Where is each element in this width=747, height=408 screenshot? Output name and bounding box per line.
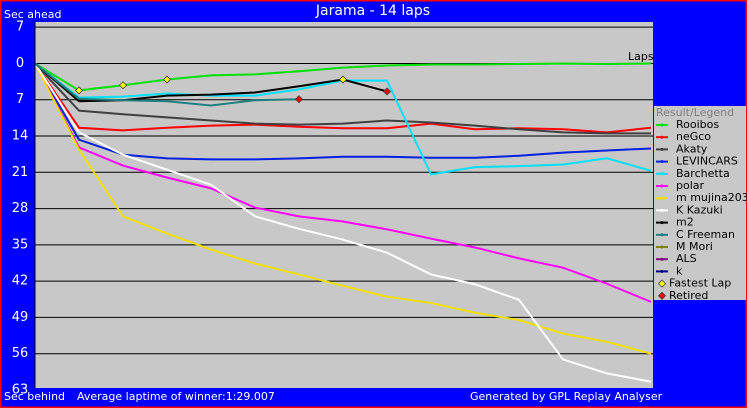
plot	[35, 26, 653, 383]
legend-label: Akaty	[676, 142, 708, 155]
legend-dot	[660, 196, 664, 200]
legend-label: ALS	[676, 252, 697, 265]
y-tick-label: 63	[12, 383, 29, 398]
legend-marker	[657, 279, 667, 288]
legend-label: Barchetta	[676, 167, 730, 180]
y-bottom-label: Sec behind	[4, 390, 65, 403]
series-line	[35, 62, 652, 161]
legend-title: Result/Legend	[656, 106, 734, 119]
legend-dot	[660, 184, 664, 188]
series-line	[35, 62, 652, 92]
legend-label: Retired	[669, 289, 708, 302]
legend-dot	[660, 269, 664, 273]
series-line	[35, 62, 652, 134]
series-line	[35, 62, 388, 103]
legend-dot	[660, 172, 664, 176]
legend-label: C Freeman	[676, 228, 735, 241]
y-tick-label: 21	[12, 165, 29, 180]
legend-label: M Mori	[676, 240, 713, 253]
legend-marker	[657, 291, 667, 300]
retired-marker	[294, 95, 304, 104]
legend-label: polar	[676, 179, 705, 192]
legend-label: K Kazuki	[676, 203, 723, 216]
fastest_lap-marker	[74, 86, 84, 95]
y-tick-label: 14	[12, 129, 29, 144]
note: Average laptime of winner:1:29.007	[77, 390, 275, 403]
legend-label: neGco	[676, 130, 711, 143]
fastest_lap-marker	[118, 81, 128, 90]
y-tick-label: 42	[12, 274, 29, 289]
legend-dot	[660, 208, 664, 212]
legend-label: k	[676, 264, 683, 277]
fastest_lap-marker	[162, 75, 172, 84]
legend-label: m2	[676, 216, 694, 229]
y-tick-label: 56	[12, 346, 29, 361]
series-line	[35, 62, 652, 383]
legend-dot	[660, 160, 664, 164]
chart-title: Jarama - 14 laps	[315, 3, 430, 19]
legend-dot	[660, 123, 664, 127]
fastest_lap-marker	[338, 75, 348, 84]
credit: Generated by GPL Replay Analyser	[470, 390, 663, 403]
series-line	[35, 63, 652, 355]
y-tick-label: 0	[16, 56, 24, 71]
legend-label: Fastest Lap	[669, 277, 731, 290]
y-tick-label: 7	[16, 20, 24, 35]
series-line	[35, 63, 652, 303]
series-line	[35, 62, 651, 135]
x-label: Laps	[628, 50, 654, 63]
series-line	[35, 62, 300, 107]
legend-dot	[660, 233, 664, 237]
legend-label: m mujina2031	[676, 191, 747, 204]
legend-dot	[660, 147, 664, 151]
legend-label: Rooibos	[676, 118, 719, 131]
y-tick-label: 35	[12, 237, 29, 252]
y-tick-label: 28	[12, 201, 29, 216]
y-tick-label: 49	[12, 310, 29, 325]
legend-box	[654, 106, 746, 300]
y-tick-label: 7	[16, 92, 24, 107]
legend-dot	[660, 257, 664, 261]
retired-marker	[382, 87, 392, 96]
y-top-label: Sec ahead	[4, 8, 62, 21]
legend-label: LEVINCARS	[676, 155, 738, 168]
legend-dot	[660, 245, 664, 249]
legend-dot	[660, 135, 664, 139]
legend-dot	[660, 221, 664, 225]
